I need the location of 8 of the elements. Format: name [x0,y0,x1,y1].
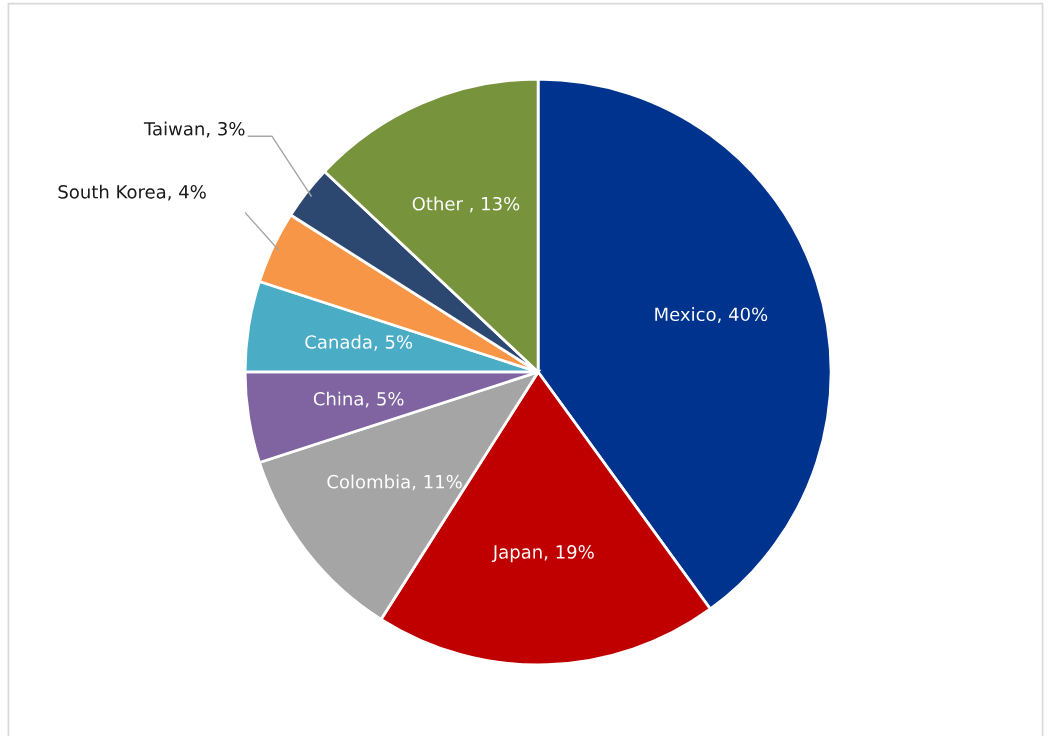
slice-label: Other , 13% [412,196,520,213]
slice-label: Canada, 5% [305,334,413,351]
slice-label: Japan, 19% [491,545,594,563]
slice-label: China, 5% [313,391,404,408]
slice-label: Mexico, 40% [655,307,768,323]
slice-label: South Korea, 4% [58,184,206,201]
slice-label: Taiwan, 3% [143,121,245,138]
slice-label: Colombia, 11% [327,474,462,491]
